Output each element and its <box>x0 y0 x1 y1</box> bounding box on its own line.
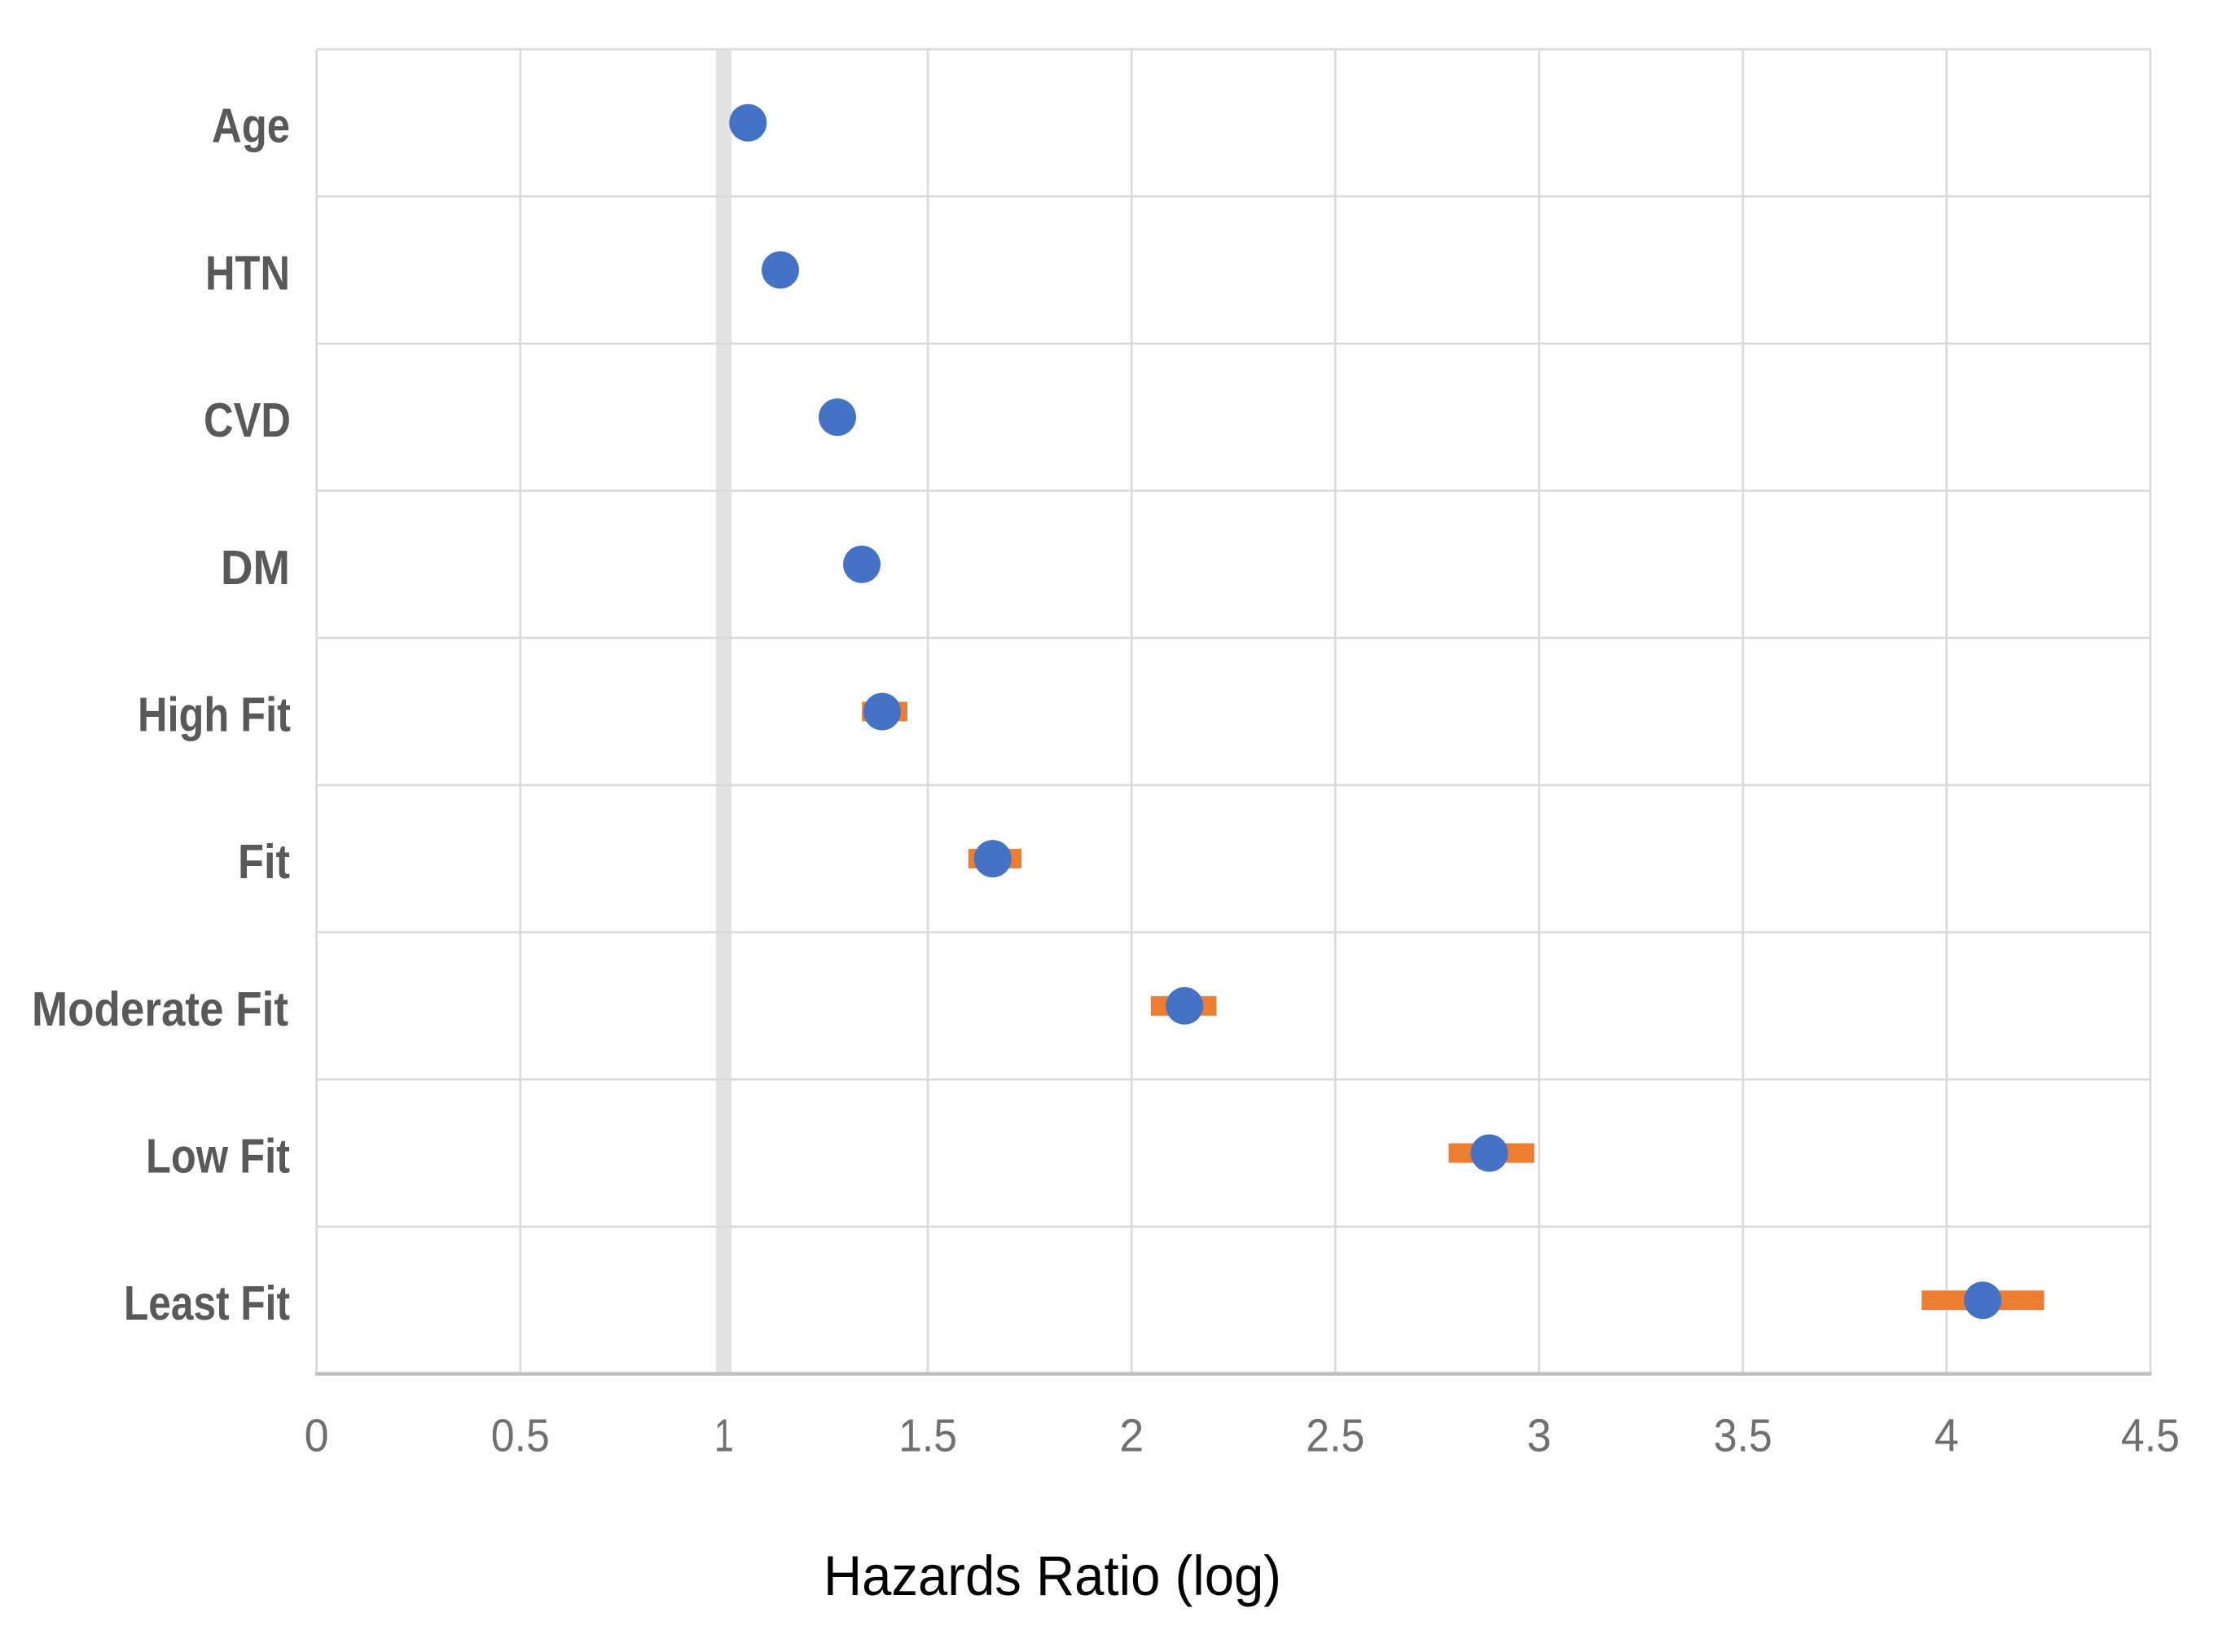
svg-text:Least Fit: Least Fit <box>124 1276 290 1330</box>
svg-text:DM: DM <box>221 541 290 595</box>
svg-text:Age: Age <box>212 99 290 153</box>
svg-text:0: 0 <box>305 1410 329 1462</box>
svg-text:1: 1 <box>714 1410 734 1462</box>
svg-text:High Fit: High Fit <box>138 688 291 742</box>
svg-text:3.5: 3.5 <box>1714 1410 1772 1462</box>
svg-text:0.5: 0.5 <box>491 1410 550 1462</box>
svg-text:2.5: 2.5 <box>1306 1410 1364 1462</box>
svg-text:Moderate Fit: Moderate Fit <box>32 982 288 1036</box>
svg-text:1.5: 1.5 <box>898 1410 957 1462</box>
svg-text:3: 3 <box>1527 1410 1552 1462</box>
svg-text:CVD: CVD <box>204 393 291 447</box>
svg-text:4: 4 <box>1935 1410 1959 1462</box>
svg-text:2: 2 <box>1119 1410 1144 1462</box>
svg-text:HTN: HTN <box>205 246 290 300</box>
svg-text:Fit: Fit <box>238 835 290 889</box>
svg-text:4.5: 4.5 <box>2121 1410 2180 1462</box>
svg-text:Hazards Ratio (log): Hazards Ratio (log) <box>824 1544 1281 1607</box>
svg-text:Low Fit: Low Fit <box>146 1130 290 1184</box>
